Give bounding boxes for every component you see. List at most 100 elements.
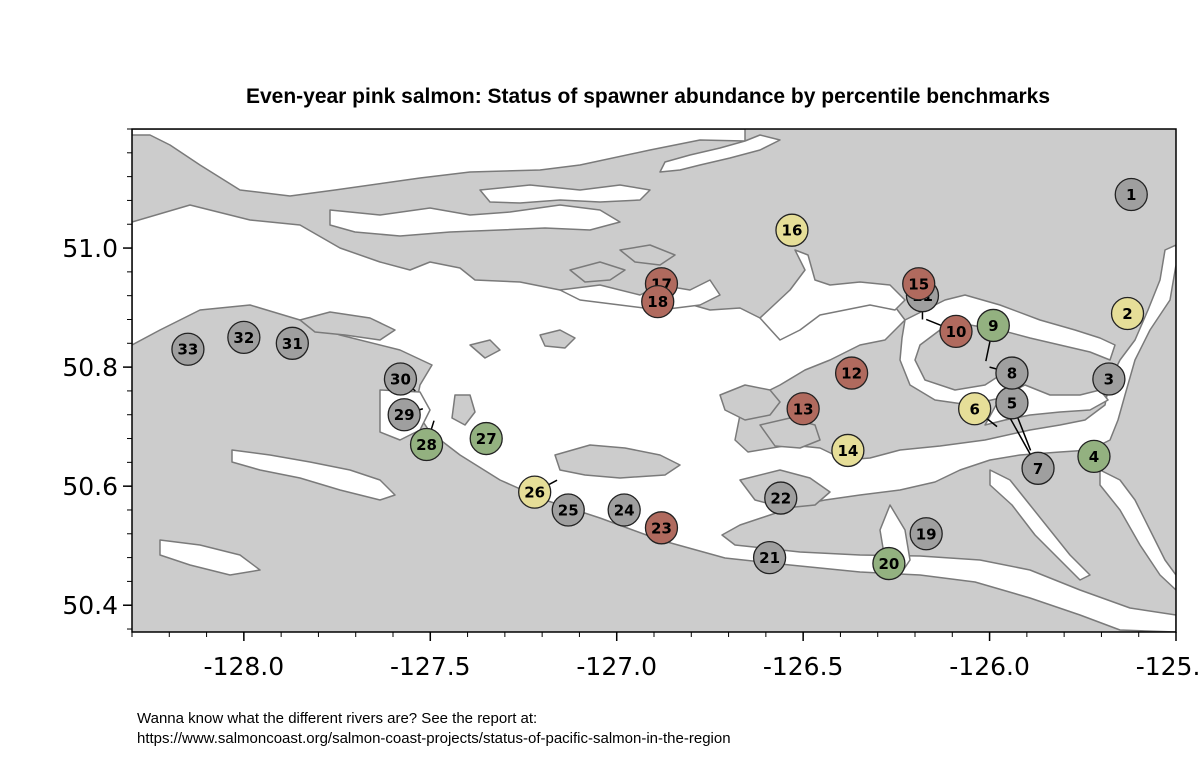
site-circle: [607, 493, 641, 527]
island-west-1: [299, 311, 396, 341]
site-number: 12: [841, 365, 862, 383]
island-near-islets: [539, 329, 576, 349]
island-north-1: [569, 261, 626, 283]
site-number: 24: [614, 501, 635, 519]
inlet-south-east-2: [1099, 469, 1176, 591]
site-circle: [976, 308, 1010, 343]
site-marker-23: 23: [644, 511, 679, 545]
axis-ticks: -128.0 -127.5 -127.0 -126.5 -126.0 -125.5 50.4…: [62, 128, 1200, 681]
site-circle: [902, 267, 936, 301]
site-marker-8: 8: [995, 356, 1029, 390]
site-marker-33: 33: [171, 332, 205, 366]
site-circle: [1110, 296, 1145, 331]
inlet-north-1: [559, 279, 721, 311]
site-circle: [1092, 362, 1126, 396]
site-marker-4: 4: [1077, 439, 1111, 474]
site-number: 21: [759, 549, 780, 567]
y-tick-label: 50.6: [62, 472, 118, 501]
site-marker-28: 28: [409, 427, 444, 462]
site-number: 3: [1104, 371, 1114, 389]
island-mid-2: [719, 384, 781, 421]
site-marker-14: 14: [831, 433, 865, 468]
site-marker-10: 10: [939, 314, 973, 349]
site-circle: [469, 421, 503, 456]
site-number: 8: [1007, 365, 1017, 383]
footer-url[interactable]: https://www.salmoncoast.org/salmon-coast…: [137, 730, 731, 747]
site-marker-1: 1: [1114, 177, 1148, 212]
site-marker-32: 32: [227, 320, 261, 354]
site-marker-30: 30: [383, 362, 418, 396]
inlet-north-far-2: [479, 184, 651, 204]
inlet-west-3: [159, 539, 261, 576]
site-markers: 1234567891011121314151617181920212223242…: [171, 177, 1148, 581]
island-malcolm: [554, 444, 681, 479]
site-number: 27: [476, 430, 497, 448]
queen-charlotte-strait: [132, 129, 746, 197]
x-tick-label: -128.0: [204, 652, 285, 681]
site-circle: [409, 427, 444, 462]
site-number: 4: [1089, 448, 1099, 466]
site-circle: [551, 493, 585, 527]
site-circle: [939, 314, 973, 349]
site-number: 31: [282, 335, 303, 353]
island-near-islets-2: [469, 339, 501, 359]
site-marker-27: 27: [469, 421, 503, 456]
x-tick-label: -127.0: [576, 652, 657, 681]
site-marker-22: 22: [764, 481, 798, 515]
site-circle: [227, 320, 261, 354]
y-tick-label: 50.4: [62, 591, 118, 620]
site-number: 13: [793, 400, 814, 418]
footer-note: Wanna know what the different rivers are…: [137, 709, 731, 749]
site-circle: [644, 511, 679, 545]
site-number: 15: [908, 275, 929, 293]
y-tick-label: 51.0: [62, 234, 118, 263]
site-circle: [518, 475, 552, 509]
inlet-north-2: [759, 249, 906, 341]
site-marker-6: 6: [958, 392, 992, 426]
site-circle: [909, 517, 943, 551]
site-marker-25: 25: [551, 493, 585, 527]
site-marker-20: 20: [872, 546, 906, 581]
site-circle: [171, 332, 205, 366]
site-circle: [1114, 177, 1148, 212]
site-number: 10: [946, 323, 967, 341]
upper-inlet-1: [659, 134, 781, 173]
island-east-1: [451, 394, 476, 426]
site-marker-26: 26: [518, 475, 552, 509]
site-marker-5: 5: [995, 386, 1029, 420]
site-number: 9: [988, 317, 998, 335]
inlet-north-far: [329, 204, 621, 237]
site-number: 32: [233, 329, 254, 347]
site-marker-24: 24: [607, 493, 641, 527]
site-marker-7: 7: [1021, 451, 1055, 485]
site-marker-31: 31: [275, 326, 309, 360]
site-number: 18: [647, 293, 668, 311]
site-circle: [872, 546, 906, 581]
site-marker-16: 16: [775, 213, 809, 247]
site-marker-18: 18: [641, 284, 675, 319]
x-tick-label: -127.5: [390, 652, 471, 681]
site-number: 1: [1126, 186, 1136, 204]
site-circle: [786, 392, 820, 426]
site-number: 26: [524, 484, 545, 502]
site-marker-29: 29: [387, 398, 421, 432]
site-number: 25: [558, 501, 579, 519]
site-number: 20: [878, 555, 899, 573]
site-number: 33: [177, 341, 198, 359]
site-number: 22: [770, 490, 791, 508]
site-marker-3: 3: [1092, 362, 1126, 396]
site-marker-12: 12: [834, 356, 869, 390]
site-number: 23: [651, 519, 672, 537]
site-circle: [752, 540, 787, 575]
site-number: 7: [1033, 460, 1043, 478]
site-number: 28: [416, 436, 437, 454]
site-circle: [1077, 439, 1111, 474]
site-circle: [764, 481, 798, 515]
site-circle: [641, 284, 675, 319]
site-number: 6: [969, 400, 979, 418]
site-number: 29: [394, 406, 415, 424]
site-number: 19: [916, 525, 937, 543]
site-circle: [775, 213, 809, 247]
site-marker-15: 15: [902, 267, 936, 301]
